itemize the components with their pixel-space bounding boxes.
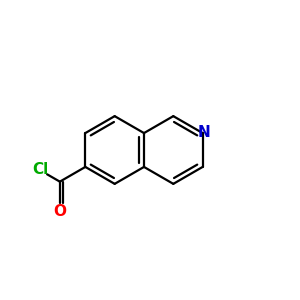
Text: O: O <box>53 204 66 219</box>
Text: N: N <box>198 125 211 140</box>
Text: Cl: Cl <box>33 162 49 177</box>
